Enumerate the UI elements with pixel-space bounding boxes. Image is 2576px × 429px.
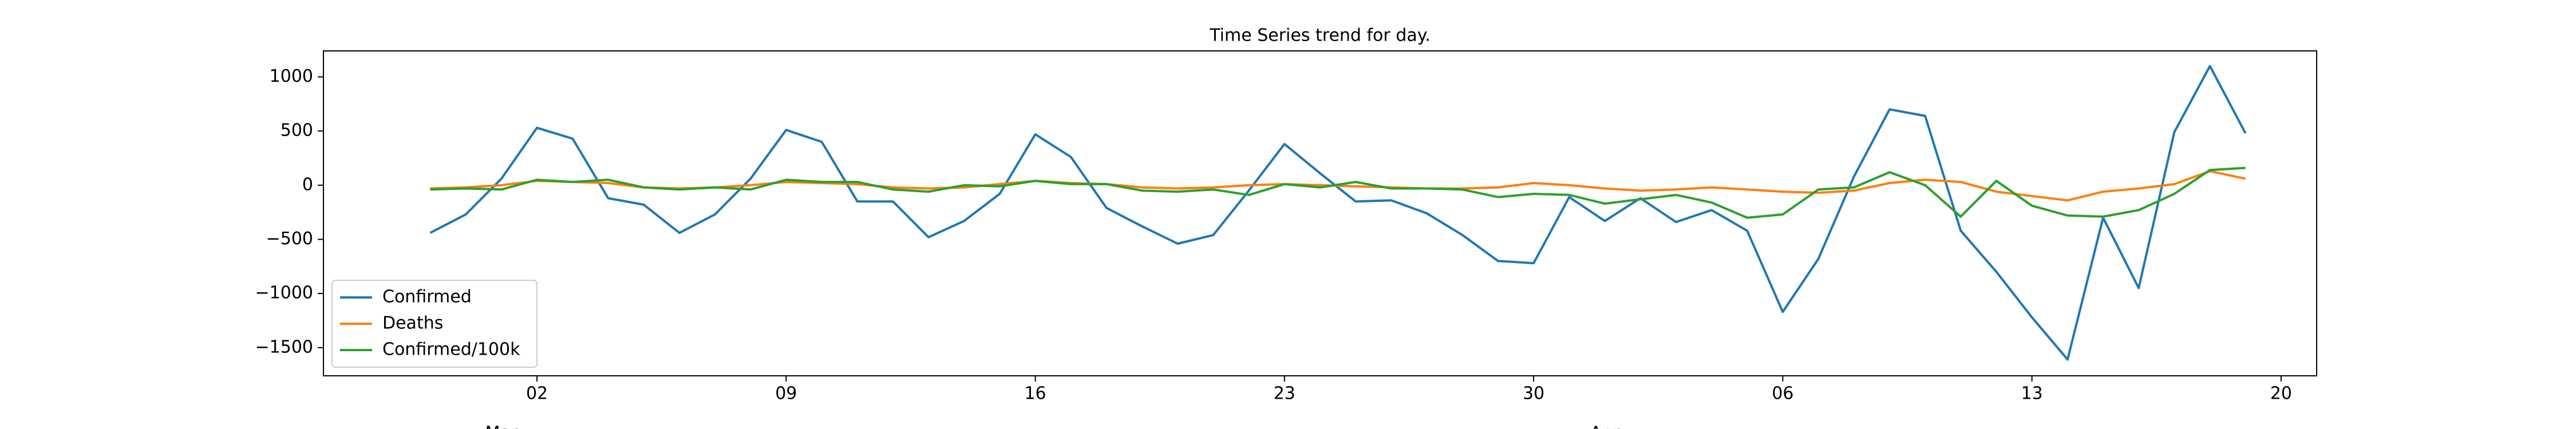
x-tick-label: 20 bbox=[2270, 384, 2292, 404]
series-line bbox=[429, 65, 2247, 361]
series-line bbox=[430, 166, 2246, 219]
y-tick-label: 500 bbox=[280, 121, 313, 141]
plot-area bbox=[323, 50, 2317, 376]
x-tick-label: 16 bbox=[1024, 384, 1046, 404]
y-tick-label: 1000 bbox=[270, 66, 313, 86]
x-month-label: Apr bbox=[1590, 423, 1620, 429]
x-tick-label: 30 bbox=[1523, 384, 1544, 404]
x-month-label: Mar bbox=[485, 423, 518, 429]
legend-label: Confirmed bbox=[382, 287, 472, 307]
x-tick-label: 06 bbox=[1772, 384, 1793, 404]
y-tick-label: −500 bbox=[266, 229, 313, 249]
y-tick-label: 0 bbox=[302, 174, 313, 194]
chart-title: Time Series trend for day. bbox=[1209, 26, 1430, 46]
x-tick-label: 09 bbox=[775, 384, 797, 404]
x-tick-label: 13 bbox=[2021, 384, 2042, 404]
x-tick-label: 02 bbox=[526, 384, 548, 404]
x-tick-label: 23 bbox=[1274, 384, 1295, 404]
legend-label: Deaths bbox=[382, 313, 443, 333]
legend-label: Confirmed/100k bbox=[382, 340, 520, 360]
y-tick-label: −1500 bbox=[255, 337, 313, 357]
legend-box bbox=[331, 280, 538, 368]
y-tick-label: −1000 bbox=[255, 283, 313, 303]
